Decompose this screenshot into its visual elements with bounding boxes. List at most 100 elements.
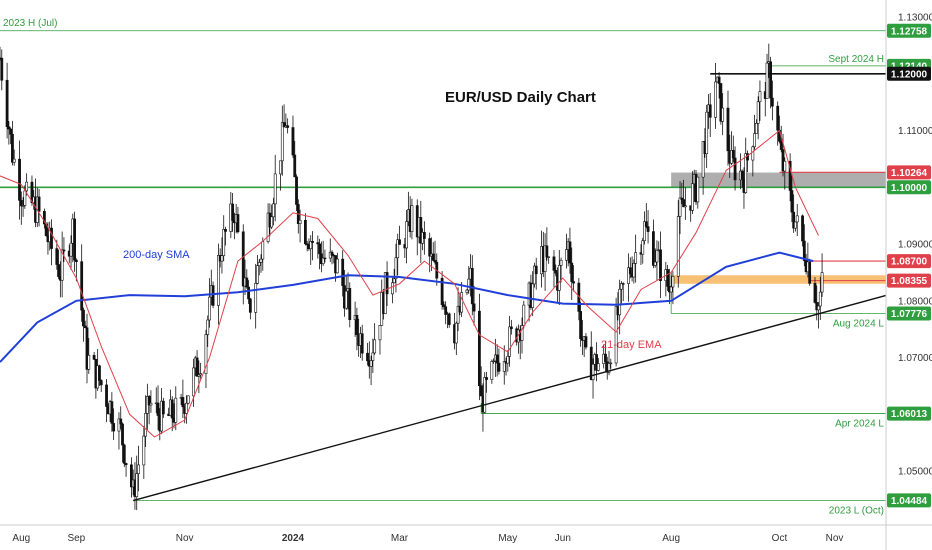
candle-body [621, 283, 625, 285]
candle-body [604, 353, 607, 363]
candle-body [245, 277, 249, 288]
candle-body [282, 122, 286, 128]
candle-body [579, 311, 583, 339]
ema21-label: 21-day EMA [601, 339, 662, 351]
price-tag [887, 254, 931, 269]
candle-body [98, 365, 101, 381]
candle-body [323, 257, 327, 260]
candle-body [714, 81, 717, 118]
candle-body [442, 304, 446, 308]
candle-body [119, 418, 123, 425]
price-tag [887, 180, 931, 195]
candle-body [596, 363, 600, 371]
candle-body [344, 290, 348, 309]
candle-body [440, 277, 444, 306]
candle-body [147, 396, 151, 406]
candle-body [373, 339, 377, 354]
candle-body [371, 352, 375, 361]
candle-body [174, 397, 178, 423]
candle-body [57, 264, 60, 277]
candle-body [129, 464, 133, 488]
candle-body [161, 400, 165, 415]
candle-body [683, 205, 687, 208]
candle-body [360, 333, 364, 354]
candle-body [398, 239, 401, 245]
candle-body [758, 91, 762, 103]
candle-body [74, 259, 78, 262]
candle-body [628, 267, 632, 275]
ema21-line [0, 129, 819, 438]
candle-body [726, 107, 730, 152]
candle-body [390, 282, 394, 295]
candle-body [719, 83, 723, 122]
candle-body [765, 62, 769, 99]
candle-body [21, 205, 25, 207]
candle-body [595, 354, 598, 371]
candle-body [273, 173, 277, 205]
candle-body [19, 200, 23, 207]
candle-body [497, 362, 501, 372]
candle-body [186, 395, 190, 404]
candle-body [671, 276, 675, 288]
candle-body [247, 286, 250, 300]
candle-body [609, 362, 613, 365]
candle-body [701, 141, 705, 178]
candle-body [318, 243, 321, 255]
time-tick-label: Sep [67, 533, 85, 544]
candle-body [680, 197, 684, 200]
candle-body [69, 242, 73, 257]
candle-body [280, 122, 284, 162]
candle-body [428, 238, 432, 257]
candle-body [241, 231, 245, 287]
level-label: Aug 2024 L [833, 319, 885, 330]
price-tag-label: 1.04484 [891, 496, 928, 507]
price-tick-label: 1.08000 [898, 296, 932, 307]
candle-body [316, 242, 320, 245]
candle-body [584, 336, 588, 348]
candle-body [756, 101, 760, 124]
candle-body [195, 357, 199, 377]
candle-body [5, 79, 9, 128]
candle-body [795, 215, 799, 223]
candle-body [261, 241, 265, 260]
candle-body [341, 258, 345, 286]
candle-body [122, 444, 126, 464]
candle-body [522, 304, 526, 326]
price-tick-label: 1.11000 [898, 126, 932, 137]
candle-body [303, 219, 307, 245]
candle-body [483, 377, 487, 413]
price-tag-label: 1.07776 [891, 309, 928, 320]
candle-body [293, 154, 297, 178]
candle-layer [0, 43, 824, 511]
time-tick-label: Aug [662, 533, 680, 544]
candle-body [691, 183, 694, 211]
candle-body [646, 226, 650, 232]
candle-body [11, 133, 14, 163]
candle-body [653, 261, 657, 266]
candle-body [259, 258, 263, 263]
time-tick-label: May [498, 533, 517, 544]
price-tag-label: 1.08355 [891, 276, 928, 287]
candle-body [23, 190, 27, 206]
candle-body [170, 399, 174, 419]
candle-body [495, 354, 499, 364]
candle-body [62, 249, 66, 252]
candle-body [348, 288, 352, 320]
price-tag-label: 1.06013 [891, 409, 928, 420]
candle-body [396, 239, 400, 259]
candle-body [18, 158, 21, 201]
time-tick-label: Nov [176, 533, 194, 544]
price-tag-label: 1.12758 [891, 26, 928, 37]
candle-body [509, 326, 513, 330]
candle-body [149, 402, 153, 406]
trendline-layer [132, 294, 887, 502]
candle-body [92, 355, 96, 360]
candle-body [137, 464, 140, 474]
annotation-label-layer: 2023 H (Jul) Sept 2024 H Aug 2024 L Apr 202… [3, 18, 884, 517]
candle-body [801, 215, 804, 242]
price-tag [887, 165, 931, 180]
shaded-zone [671, 172, 886, 188]
candle-body [37, 196, 41, 212]
candle-body [366, 352, 369, 362]
